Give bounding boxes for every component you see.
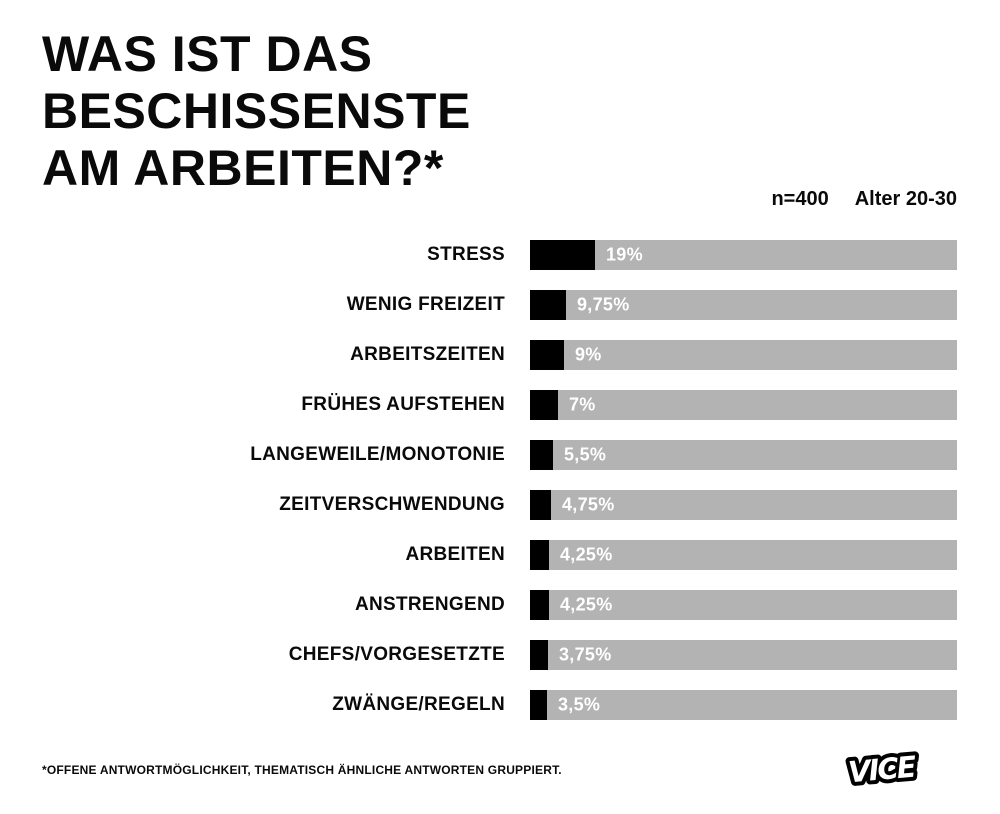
bar-fill — [530, 440, 553, 470]
bar-fill — [530, 640, 548, 670]
bar-label: CHEFS/VORGESETZTE — [288, 644, 505, 665]
bar-track: 7% — [530, 390, 957, 420]
vice-logo-text: VICE — [847, 749, 918, 789]
bar-value-label: 7% — [569, 394, 596, 415]
vice-logo: VICE — [843, 745, 922, 792]
bar-track: 4,75% — [530, 490, 957, 520]
bar-value-label: 4,75% — [562, 494, 615, 515]
bar-fill — [530, 540, 549, 570]
bar-value-label: 19% — [606, 244, 643, 265]
bar-label: ARBEITEN — [405, 544, 505, 565]
bar-label: FRÜHES AUFSTEHEN — [301, 394, 505, 415]
bar-label: ZEITVERSCHWENDUNG — [279, 494, 505, 515]
bar-row: ARBEITSZEITEN 9% — [0, 330, 957, 380]
bar-fill — [530, 690, 547, 720]
footnote: *OFFENE ANTWORTMÖGLICHKEIT, THEMATISCH Ä… — [42, 763, 562, 777]
title-line-2: BESCHISSENSTE — [42, 83, 471, 139]
bar-label: STRESS — [427, 244, 505, 265]
age-group-label: Alter 20-30 — [854, 188, 957, 210]
bar-track: 9,75% — [530, 290, 957, 320]
bar-row: ANSTRENGEND 4,25% — [0, 580, 957, 630]
bar-fill — [530, 590, 549, 620]
bar-fill — [530, 290, 566, 320]
bar-row: ZWÄNGE/REGELN 3,5% — [0, 680, 957, 730]
title-line-1: WAS IST DAS — [42, 26, 373, 82]
bar-track: 19% — [530, 240, 957, 270]
bar-row: ARBEITEN 4,25% — [0, 530, 957, 580]
bar-row: FRÜHES AUFSTEHEN 7% — [0, 380, 957, 430]
bar-value-label: 4,25% — [560, 594, 613, 615]
bar-value-label: 5,5% — [564, 444, 607, 465]
bar-row: LANGEWEILE/MONOTONIE 5,5% — [0, 430, 957, 480]
bar-value-label: 9,75% — [577, 294, 630, 315]
bar-label: ARBEITSZEITEN — [350, 344, 505, 365]
bar-label: WENIG FREIZEIT — [346, 294, 505, 315]
bar-value-label: 3,5% — [558, 694, 601, 715]
bar-label: ANSTRENGEND — [354, 594, 505, 615]
bar-value-label: 4,25% — [560, 544, 613, 565]
bar-value-label: 9% — [575, 344, 602, 365]
bar-track: 5,5% — [530, 440, 957, 470]
bar-label: ZWÄNGE/REGELN — [332, 694, 505, 715]
bar-value-label: 3,75% — [559, 644, 612, 665]
bar-track: 3,5% — [530, 690, 957, 720]
bar-row: WENIG FREIZEIT 9,75% — [0, 280, 957, 330]
bar-track: 4,25% — [530, 540, 957, 570]
title-line-3: AM ARBEITEN?* — [42, 140, 444, 196]
page-title: WAS IST DAS BESCHISSENSTE AM ARBEITEN?* — [42, 26, 471, 197]
bar-track: 3,75% — [530, 640, 957, 670]
sample-size-label: n=400 — [771, 188, 829, 210]
bar-track: 4,25% — [530, 590, 957, 620]
bar-chart: STRESS 19% WENIG FREIZEIT 9,75% ARBEITSZEITE… — [0, 230, 957, 730]
bar-label: LANGEWEILE/MONOTONIE — [250, 444, 505, 465]
bar-row: CHEFS/VORGESETZTE 3,75% — [0, 630, 957, 680]
bar-fill — [530, 490, 551, 520]
bar-fill — [530, 390, 558, 420]
bar-track: 9% — [530, 340, 957, 370]
bar-row: ZEITVERSCHWENDUNG 4,75% — [0, 480, 957, 530]
survey-meta: n=400 Alter 20-30 — [771, 188, 957, 211]
bar-fill — [530, 240, 595, 270]
bar-rows: STRESS 19% WENIG FREIZEIT 9,75% ARBEITSZEITE… — [0, 230, 957, 730]
bar-row: STRESS 19% — [0, 230, 957, 280]
bar-fill — [530, 340, 564, 370]
